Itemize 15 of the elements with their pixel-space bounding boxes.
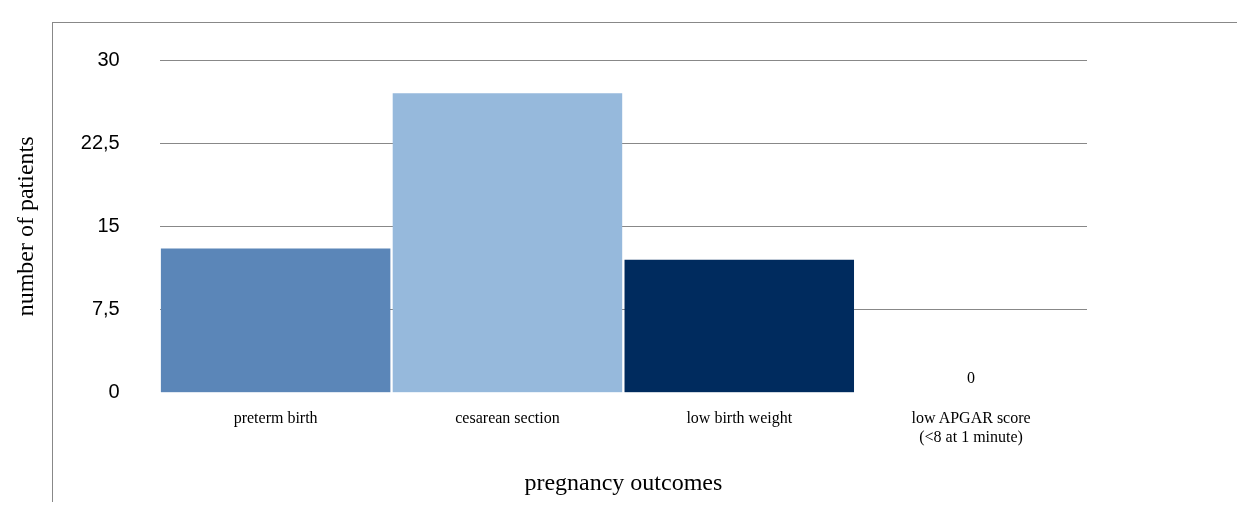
- bar: [392, 93, 623, 393]
- y-axis-title: number of patients: [11, 136, 38, 317]
- y-tick-label: 7,5: [91, 297, 120, 320]
- x-tick-label: cesarean section: [455, 408, 560, 426]
- x-tick-label: preterm birth: [233, 408, 318, 427]
- y-tick-label: 22,5: [80, 130, 120, 153]
- y-tick-label: 0: [108, 380, 120, 403]
- x-tick-label: low APGAR score (<8 at 1 minute): [911, 408, 1031, 446]
- bar: [160, 248, 391, 393]
- data-label: 0: [967, 369, 976, 386]
- bar: [624, 259, 855, 393]
- y-tick-label: 15: [97, 213, 120, 236]
- x-tick-label: low birth weight: [686, 408, 793, 427]
- y-tick-label: 30: [97, 47, 120, 70]
- x-axis-title: pregnancy outcomes: [524, 468, 723, 495]
